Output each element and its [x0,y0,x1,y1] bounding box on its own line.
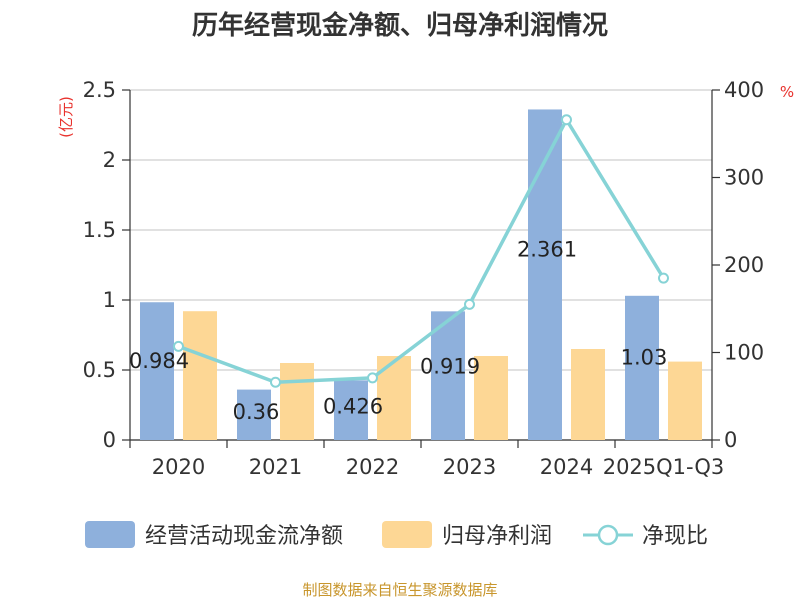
grid [129,89,713,441]
bar-data-label: 0.426 [323,394,383,418]
ratio-point [561,114,572,126]
data-source: 制图数据来自恒生聚源数据库 [302,581,497,599]
left-tick-label: 2.5 [83,78,116,102]
bar-cashflow [625,295,659,440]
ratio-line [173,114,669,388]
left-tick-label: 2 [103,148,116,172]
ratio-point [464,298,475,310]
left-axis-ticks: 0 0.5 1 1.5 2 2.5 [83,78,130,452]
left-tick-label: 1 [103,288,116,312]
bar-cashflow [237,389,271,440]
ratio-point [367,372,378,384]
bar-cashflow [528,109,562,441]
bar-net-profit [571,349,605,440]
right-axis-ticks: 0 100 200 300 400 [712,78,764,452]
x-tick-label: 2025Q1-Q3 [603,455,725,479]
bar-net-profit [183,311,217,440]
x-tick-label: 2020 [152,455,205,479]
bar-data-label: 2.361 [517,237,577,261]
x-tick-label: 2022 [346,455,399,479]
legend-item-net-profit[interactable]: 归母净利润 [382,521,552,549]
left-tick-label: 1.5 [83,218,116,242]
bar-net-profit [474,356,508,440]
legend-item-cashflow[interactable]: 经营活动现金流净额 [85,521,343,549]
legend-label-ratio: 净现比 [642,524,708,549]
ratio-line-path [177,118,665,384]
x-tick-label: 2024 [540,455,593,479]
left-axis-unit: (亿元) [57,96,75,138]
bar-cashflow [140,302,174,440]
bars [140,109,702,441]
data-labels: 0.984 0.36 0.426 0.919 2.361 1.03 [129,237,667,423]
x-axis-ticks: 2020 2021 2022 2023 2024 2025Q1-Q3 [129,440,725,479]
bar-net-profit [280,363,314,440]
right-tick-label: 300 [724,166,764,190]
ratio-point [270,376,281,388]
right-tick-label: 200 [724,253,764,277]
bar-cashflow [431,311,465,440]
chart-title: 历年经营现金净额、归母净利润情况 [192,10,608,41]
right-tick-label: 100 [724,341,764,365]
bar-data-label: 0.919 [420,354,480,378]
ratio-point [658,272,669,284]
right-tick-label: 0 [724,428,737,452]
legend-label-cashflow: 经营活动现金流净额 [145,524,343,549]
legend-label-net-profit: 归母净利润 [442,524,552,549]
legend-marker-ratio [597,524,619,546]
bar-data-label: 1.03 [621,345,668,369]
left-tick-label: 0 [103,428,116,452]
bar-cashflow [334,380,368,440]
bar-net-profit [668,361,702,440]
right-axis-unit: % [780,83,794,101]
ratio-point [173,340,184,352]
legend-swatch-cashflow [85,521,135,548]
bar-data-label: 0.36 [233,400,280,424]
legend-swatch-net-profit [382,521,432,548]
bar-data-label: 0.984 [129,349,189,373]
legend-item-ratio[interactable]: 净现比 [583,524,708,549]
right-tick-label: 400 [724,78,764,102]
x-tick-label: 2023 [443,455,496,479]
x-tick-label: 2021 [249,455,302,479]
legend: 经营活动现金流净额 归母净利润 净现比 [85,521,708,549]
left-tick-label: 0.5 [83,358,116,382]
